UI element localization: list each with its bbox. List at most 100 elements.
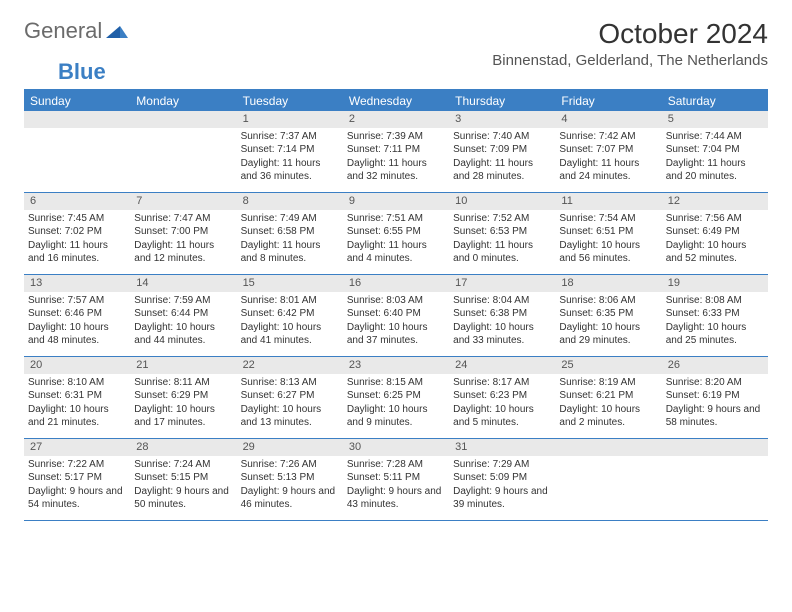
weekday-header: Friday: [555, 91, 661, 111]
day-cell: 10 Sunrise: 7:52 AMSunset: 6:53 PMDayligh…: [449, 193, 555, 275]
day-cell: 22Sunrise: 8:13 AMSunset: 6:27 PMDayligh…: [237, 357, 343, 439]
weekday-header: Thursday: [449, 91, 555, 111]
day-cell-blank: [130, 111, 236, 193]
day-details: Sunrise: 7:29 AMSunset: 5:09 PMDaylight:…: [453, 458, 551, 512]
day-number: 5: [662, 111, 768, 128]
weekday-header: Tuesday: [237, 91, 343, 111]
day-cell: 11 Sunrise: 7:54 AMSunset: 6:51 PMDayligh…: [555, 193, 661, 275]
day-number: 3: [449, 111, 555, 128]
day-number: 18: [555, 275, 661, 292]
day-cell: 27 Sunrise: 7:22 AMSunset: 5:17 PMDayligh…: [24, 439, 130, 521]
day-details: Sunrise: 7:37 AMSunset: 7:14 PMDaylight:…: [241, 130, 339, 184]
day-details: Sunrise: 7:44 AMSunset: 7:04 PMDaylight:…: [666, 130, 764, 184]
day-cell: 2 Sunrise: 7:39 AMSunset: 7:11 PMDaylight…: [343, 111, 449, 193]
day-details: Sunrise: 7:49 AMSunset: 6:58 PMDaylight:…: [241, 212, 339, 266]
logo-text-2: Blue: [58, 59, 106, 84]
day-cell: 6 Sunrise: 7:45 AMSunset: 7:02 PMDaylight…: [24, 193, 130, 275]
day-number: 2: [343, 111, 449, 128]
day-number: 8: [237, 193, 343, 210]
weekday-header-row: SundayMondayTuesdayWednesdayThursdayFrid…: [24, 91, 768, 111]
day-number: 19: [662, 275, 768, 292]
day-cell: 13 Sunrise: 7:57 AMSunset: 6:46 PMDayligh…: [24, 275, 130, 357]
day-number: 29: [237, 439, 343, 456]
day-details: Sunrise: 7:26 AMSunset: 5:13 PMDaylight:…: [241, 458, 339, 512]
day-details: Sunrise: 7:51 AMSunset: 6:55 PMDaylight:…: [347, 212, 445, 266]
day-details: Sunrise: 7:28 AMSunset: 5:11 PMDaylight:…: [347, 458, 445, 512]
day-details: Sunrise: 8:19 AMSunset: 6:21 PMDaylight:…: [559, 376, 657, 430]
day-number: 7: [130, 193, 236, 210]
day-details: Sunrise: 7:22 AMSunset: 5:17 PMDaylight:…: [28, 458, 126, 512]
day-details: Sunrise: 7:52 AMSunset: 6:53 PMDaylight:…: [453, 212, 551, 266]
day-number-strip: [130, 111, 236, 128]
day-number: 14: [130, 275, 236, 292]
day-number: 25: [555, 357, 661, 374]
day-details: Sunrise: 7:54 AMSunset: 6:51 PMDaylight:…: [559, 212, 657, 266]
day-cell: 7 Sunrise: 7:47 AMSunset: 7:00 PMDaylight…: [130, 193, 236, 275]
day-cell: 23 Sunrise: 8:15 AMSunset: 6:25 PMDayligh…: [343, 357, 449, 439]
calendar: SundayMondayTuesdayWednesdayThursdayFrid…: [24, 89, 768, 521]
day-cell: 16 Sunrise: 8:03 AMSunset: 6:40 PMDayligh…: [343, 275, 449, 357]
day-cell: 9 Sunrise: 7:51 AMSunset: 6:55 PMDaylight…: [343, 193, 449, 275]
logo: General: [24, 18, 128, 44]
day-cell: 4Sunrise: 7:42 AMSunset: 7:07 PMDaylight…: [555, 111, 661, 193]
day-details: Sunrise: 7:47 AMSunset: 7:00 PMDaylight:…: [134, 212, 232, 266]
day-number: 21: [130, 357, 236, 374]
day-cell: 5 Sunrise: 7:44 AMSunset: 7:04 PMDaylight…: [662, 111, 768, 193]
day-number: 11: [555, 193, 661, 210]
day-cell: 21Sunrise: 8:11 AMSunset: 6:29 PMDayligh…: [130, 357, 236, 439]
day-cell-blank: [24, 111, 130, 193]
day-number: 26: [662, 357, 768, 374]
day-number-strip: [24, 111, 130, 128]
day-number: 15: [237, 275, 343, 292]
day-details: Sunrise: 7:40 AMSunset: 7:09 PMDaylight:…: [453, 130, 551, 184]
days-grid: 1Sunrise: 7:37 AMSunset: 7:14 PMDaylight…: [24, 111, 768, 521]
day-number: 10: [449, 193, 555, 210]
day-cell-blank: [555, 439, 661, 521]
day-details: Sunrise: 7:45 AMSunset: 7:02 PMDaylight:…: [28, 212, 126, 266]
day-details: Sunrise: 8:08 AMSunset: 6:33 PMDaylight:…: [666, 294, 764, 348]
weekday-header: Wednesday: [343, 91, 449, 111]
logo-mark-icon: [106, 18, 128, 44]
day-cell: 28Sunrise: 7:24 AMSunset: 5:15 PMDayligh…: [130, 439, 236, 521]
day-cell: 1Sunrise: 7:37 AMSunset: 7:14 PMDaylight…: [237, 111, 343, 193]
day-details: Sunrise: 8:10 AMSunset: 6:31 PMDaylight:…: [28, 376, 126, 430]
day-cell: 14 Sunrise: 7:59 AMSunset: 6:44 PMDayligh…: [130, 275, 236, 357]
day-number-strip: [662, 439, 768, 456]
day-number: 12: [662, 193, 768, 210]
day-number: 24: [449, 357, 555, 374]
day-number: 27: [24, 439, 130, 456]
day-number: 22: [237, 357, 343, 374]
day-details: Sunrise: 7:42 AMSunset: 7:07 PMDaylight:…: [559, 130, 657, 184]
day-number: 13: [24, 275, 130, 292]
day-number: 6: [24, 193, 130, 210]
day-details: Sunrise: 8:03 AMSunset: 6:40 PMDaylight:…: [347, 294, 445, 348]
day-number: 17: [449, 275, 555, 292]
day-number: 23: [343, 357, 449, 374]
day-number: 20: [24, 357, 130, 374]
day-details: Sunrise: 8:01 AMSunset: 6:42 PMDaylight:…: [241, 294, 339, 348]
day-details: Sunrise: 7:57 AMSunset: 6:46 PMDaylight:…: [28, 294, 126, 348]
day-number: 9: [343, 193, 449, 210]
day-number: 16: [343, 275, 449, 292]
day-number: 31: [449, 439, 555, 456]
day-details: Sunrise: 8:04 AMSunset: 6:38 PMDaylight:…: [453, 294, 551, 348]
day-cell: 17 Sunrise: 8:04 AMSunset: 6:38 PMDayligh…: [449, 275, 555, 357]
day-cell: 24 Sunrise: 8:17 AMSunset: 6:23 PMDayligh…: [449, 357, 555, 439]
month-title: October 2024: [492, 18, 768, 50]
day-details: Sunrise: 8:15 AMSunset: 6:25 PMDaylight:…: [347, 376, 445, 430]
day-cell: 12Sunrise: 7:56 AMSunset: 6:49 PMDayligh…: [662, 193, 768, 275]
day-cell: 30 Sunrise: 7:28 AMSunset: 5:11 PMDayligh…: [343, 439, 449, 521]
day-details: Sunrise: 7:24 AMSunset: 5:15 PMDaylight:…: [134, 458, 232, 512]
day-details: Sunrise: 8:06 AMSunset: 6:35 PMDaylight:…: [559, 294, 657, 348]
day-cell: 25 Sunrise: 8:19 AMSunset: 6:21 PMDayligh…: [555, 357, 661, 439]
day-details: Sunrise: 7:39 AMSunset: 7:11 PMDaylight:…: [347, 130, 445, 184]
day-cell: 3 Sunrise: 7:40 AMSunset: 7:09 PMDaylight…: [449, 111, 555, 193]
logo-text-1: General: [24, 18, 102, 44]
day-details: Sunrise: 7:59 AMSunset: 6:44 PMDaylight:…: [134, 294, 232, 348]
day-number: 30: [343, 439, 449, 456]
day-details: Sunrise: 8:17 AMSunset: 6:23 PMDaylight:…: [453, 376, 551, 430]
day-cell: 15 Sunrise: 8:01 AMSunset: 6:42 PMDayligh…: [237, 275, 343, 357]
day-cell: 19 Sunrise: 8:08 AMSunset: 6:33 PMDayligh…: [662, 275, 768, 357]
day-cell: 26Sunrise: 8:20 AMSunset: 6:19 PMDayligh…: [662, 357, 768, 439]
day-number-strip: [555, 439, 661, 456]
